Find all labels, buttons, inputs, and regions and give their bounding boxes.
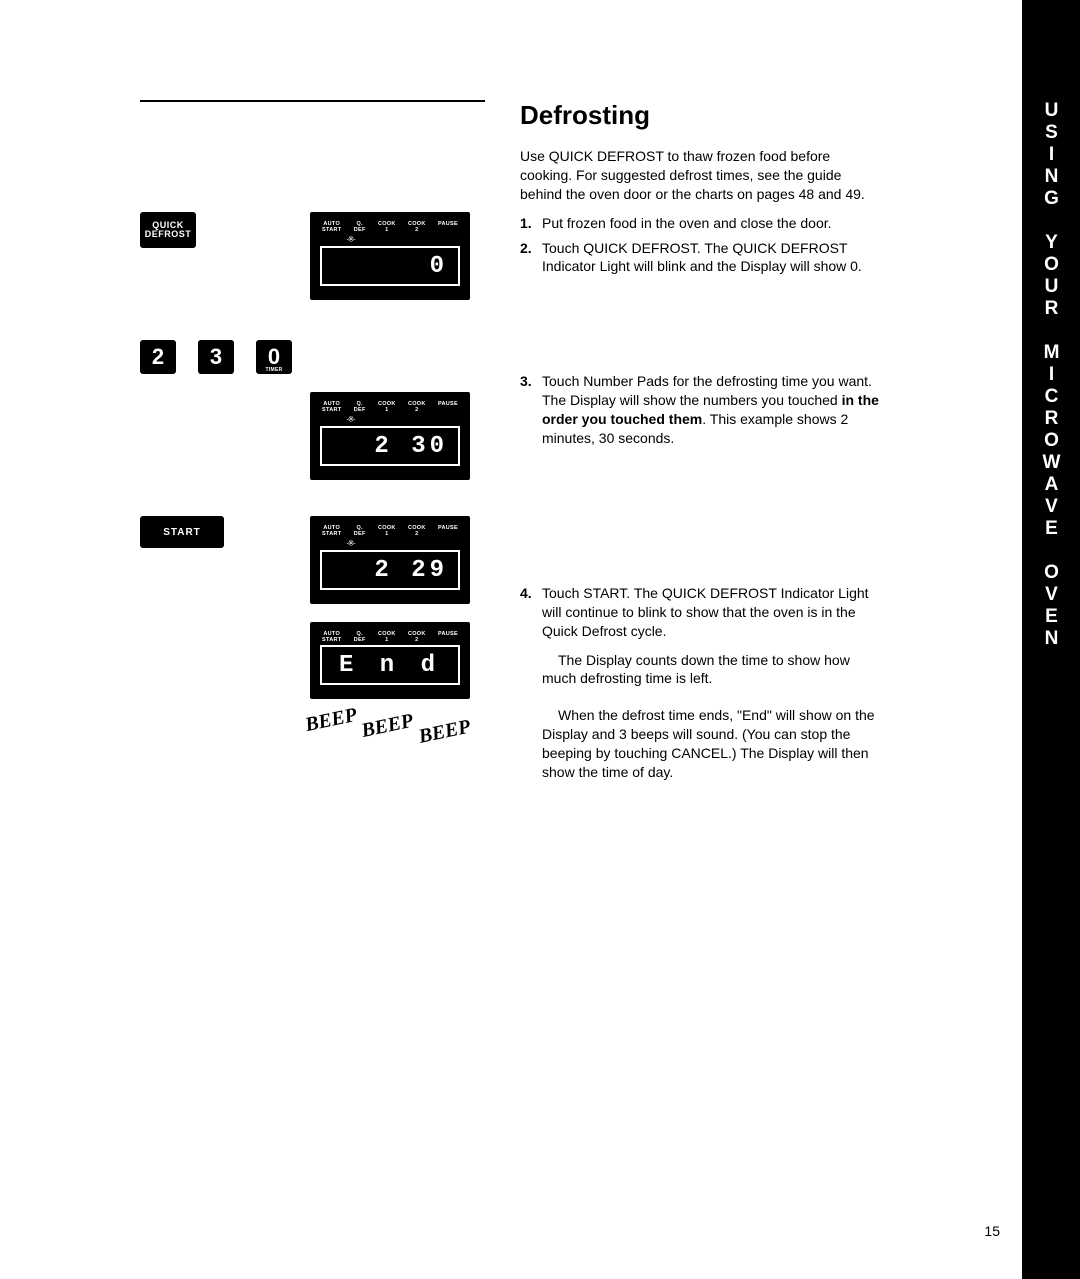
digit-2-label: 2 bbox=[152, 344, 164, 370]
indicator-pause: PAUSE bbox=[438, 632, 458, 643]
section-title: Defrosting bbox=[520, 100, 880, 131]
illustration-row-2: 2 3 0 TIMER AUTOSTART Q.DEF COOK1 COOK2 bbox=[140, 340, 490, 480]
indicator-start: START bbox=[322, 408, 341, 414]
digit-3-label: 3 bbox=[210, 344, 222, 370]
blink-indicator: ·※· bbox=[346, 539, 460, 548]
step-2-number: 2. bbox=[520, 239, 542, 277]
indicator-pause: PAUSE bbox=[438, 526, 458, 537]
step-list: 3. Touch Number Pads for the defrosting … bbox=[520, 372, 880, 448]
indicator-def: DEF bbox=[354, 228, 366, 234]
blink-indicator: ·※· bbox=[346, 415, 460, 424]
step-2-text: Touch QUICK DEFROST. The QUICK DEFROST I… bbox=[542, 239, 880, 277]
step-list: 1. Put frozen food in the oven and close… bbox=[520, 214, 880, 277]
horizontal-rule bbox=[140, 100, 485, 102]
digit-0-button[interactable]: 0 TIMER bbox=[256, 340, 292, 374]
blink-indicator: ·※· bbox=[346, 235, 460, 244]
step-3-text: Touch Number Pads for the defrosting tim… bbox=[542, 372, 880, 448]
indicator-cook1n: 1 bbox=[385, 408, 388, 414]
indicator-cook2n: 2 bbox=[415, 532, 418, 538]
indicator-start: START bbox=[322, 532, 341, 538]
start-label: START bbox=[163, 527, 201, 538]
step-4-text: Touch START. The QUICK DEFROST Indicator… bbox=[542, 584, 880, 641]
digit-2-button[interactable]: 2 bbox=[140, 340, 176, 374]
indicator-cook2n: 2 bbox=[415, 638, 418, 644]
text-column: Defrosting Use QUICK DEFROST to thaw fro… bbox=[520, 100, 880, 782]
step-2: 2. Touch QUICK DEFROST. The QUICK DEFROS… bbox=[520, 239, 880, 277]
indicator-cook1n: 1 bbox=[385, 228, 388, 234]
step-list: 4. Touch START. The QUICK DEFROST Indica… bbox=[520, 584, 880, 641]
display-panel-1: AUTOSTART Q.DEF COOK1 COOK2 PAUSE ·※· 0 bbox=[310, 212, 470, 300]
paragraph-countdown: The Display counts down the time to show… bbox=[542, 651, 880, 689]
step-3-number: 3. bbox=[520, 372, 542, 448]
step-1-number: 1. bbox=[520, 214, 542, 233]
step-4-number: 4. bbox=[520, 584, 542, 641]
indicator-pause: PAUSE bbox=[438, 402, 458, 413]
intro-paragraph: Use QUICK DEFROST to thaw frozen food be… bbox=[520, 147, 880, 204]
display-panel-2: AUTOSTART Q.DEF COOK1 COOK2 PAUSE ·※· 2 … bbox=[310, 392, 470, 480]
beep-3: BEEP bbox=[416, 716, 472, 749]
step-4: 4. Touch START. The QUICK DEFROST Indica… bbox=[520, 584, 880, 641]
lcd-display-2: 2 30 bbox=[320, 426, 460, 466]
indicator-def: DEF bbox=[354, 408, 366, 414]
illustration-column: QUICK DEFROST AUTOSTART Q.DEF COOK1 COOK… bbox=[140, 100, 490, 732]
section-tab: USING YOUR MICROWAVE OVEN bbox=[1022, 0, 1080, 1279]
indicator-cook1n: 1 bbox=[385, 532, 388, 538]
display-panel-3: AUTOSTART Q.DEF COOK1 COOK2 PAUSE ·※· 2 … bbox=[310, 516, 470, 604]
display-panel-4: AUTOSTART Q.DEF COOK1 COOK2 PAUSE E n d bbox=[310, 622, 470, 699]
indicator-row: AUTOSTART Q.DEF COOK1 COOK2 PAUSE bbox=[320, 222, 460, 233]
step-3: 3. Touch Number Pads for the defrosting … bbox=[520, 372, 880, 448]
page-number: 15 bbox=[984, 1223, 1000, 1239]
digit-3-button[interactable]: 3 bbox=[198, 340, 234, 374]
start-button[interactable]: START bbox=[140, 516, 224, 548]
indicator-start: START bbox=[322, 228, 341, 234]
number-pad-row: 2 3 0 TIMER bbox=[140, 340, 490, 374]
lcd-display-4: E n d bbox=[320, 645, 460, 685]
section-tab-label: USING YOUR MICROWAVE OVEN bbox=[1040, 100, 1062, 650]
beep-2: BEEP bbox=[360, 710, 416, 743]
illustration-row-1: QUICK DEFROST AUTOSTART Q.DEF COOK1 COOK… bbox=[140, 212, 490, 300]
indicator-cook2n: 2 bbox=[415, 408, 418, 414]
quick-defrost-label-2: DEFROST bbox=[145, 230, 192, 239]
indicator-cook1n: 1 bbox=[385, 638, 388, 644]
beep-1: BEEP bbox=[303, 704, 359, 737]
step-1-text: Put frozen food in the oven and close th… bbox=[542, 214, 880, 233]
digit-0-sublabel: TIMER bbox=[256, 367, 292, 373]
paragraph-end: When the defrost time ends, "End" will s… bbox=[542, 706, 880, 782]
indicator-pause: PAUSE bbox=[438, 222, 458, 233]
indicator-def: DEF bbox=[354, 532, 366, 538]
step-1: 1. Put frozen food in the oven and close… bbox=[520, 214, 880, 233]
indicator-cook2n: 2 bbox=[415, 228, 418, 234]
beep-sound-label: BEEP BEEP BEEP bbox=[305, 709, 490, 732]
indicator-row: AUTOSTART Q.DEF COOK1 COOK2 PAUSE bbox=[320, 526, 460, 537]
indicator-def: DEF bbox=[354, 638, 366, 644]
indicator-row: AUTOSTART Q.DEF COOK1 COOK2 PAUSE bbox=[320, 402, 460, 413]
lcd-display-3: 2 29 bbox=[320, 550, 460, 590]
illustration-row-3: START AUTOSTART Q.DEF COOK1 COOK2 PAUSE … bbox=[140, 516, 490, 604]
illustration-row-4: AUTOSTART Q.DEF COOK1 COOK2 PAUSE E n d bbox=[140, 622, 490, 699]
quick-defrost-button[interactable]: QUICK DEFROST bbox=[140, 212, 196, 248]
indicator-start: START bbox=[322, 638, 341, 644]
step-3-pre: Touch Number Pads for the defrosting tim… bbox=[542, 373, 872, 408]
lcd-display-1: 0 bbox=[320, 246, 460, 286]
indicator-row: AUTOSTART Q.DEF COOK1 COOK2 PAUSE bbox=[320, 632, 460, 643]
